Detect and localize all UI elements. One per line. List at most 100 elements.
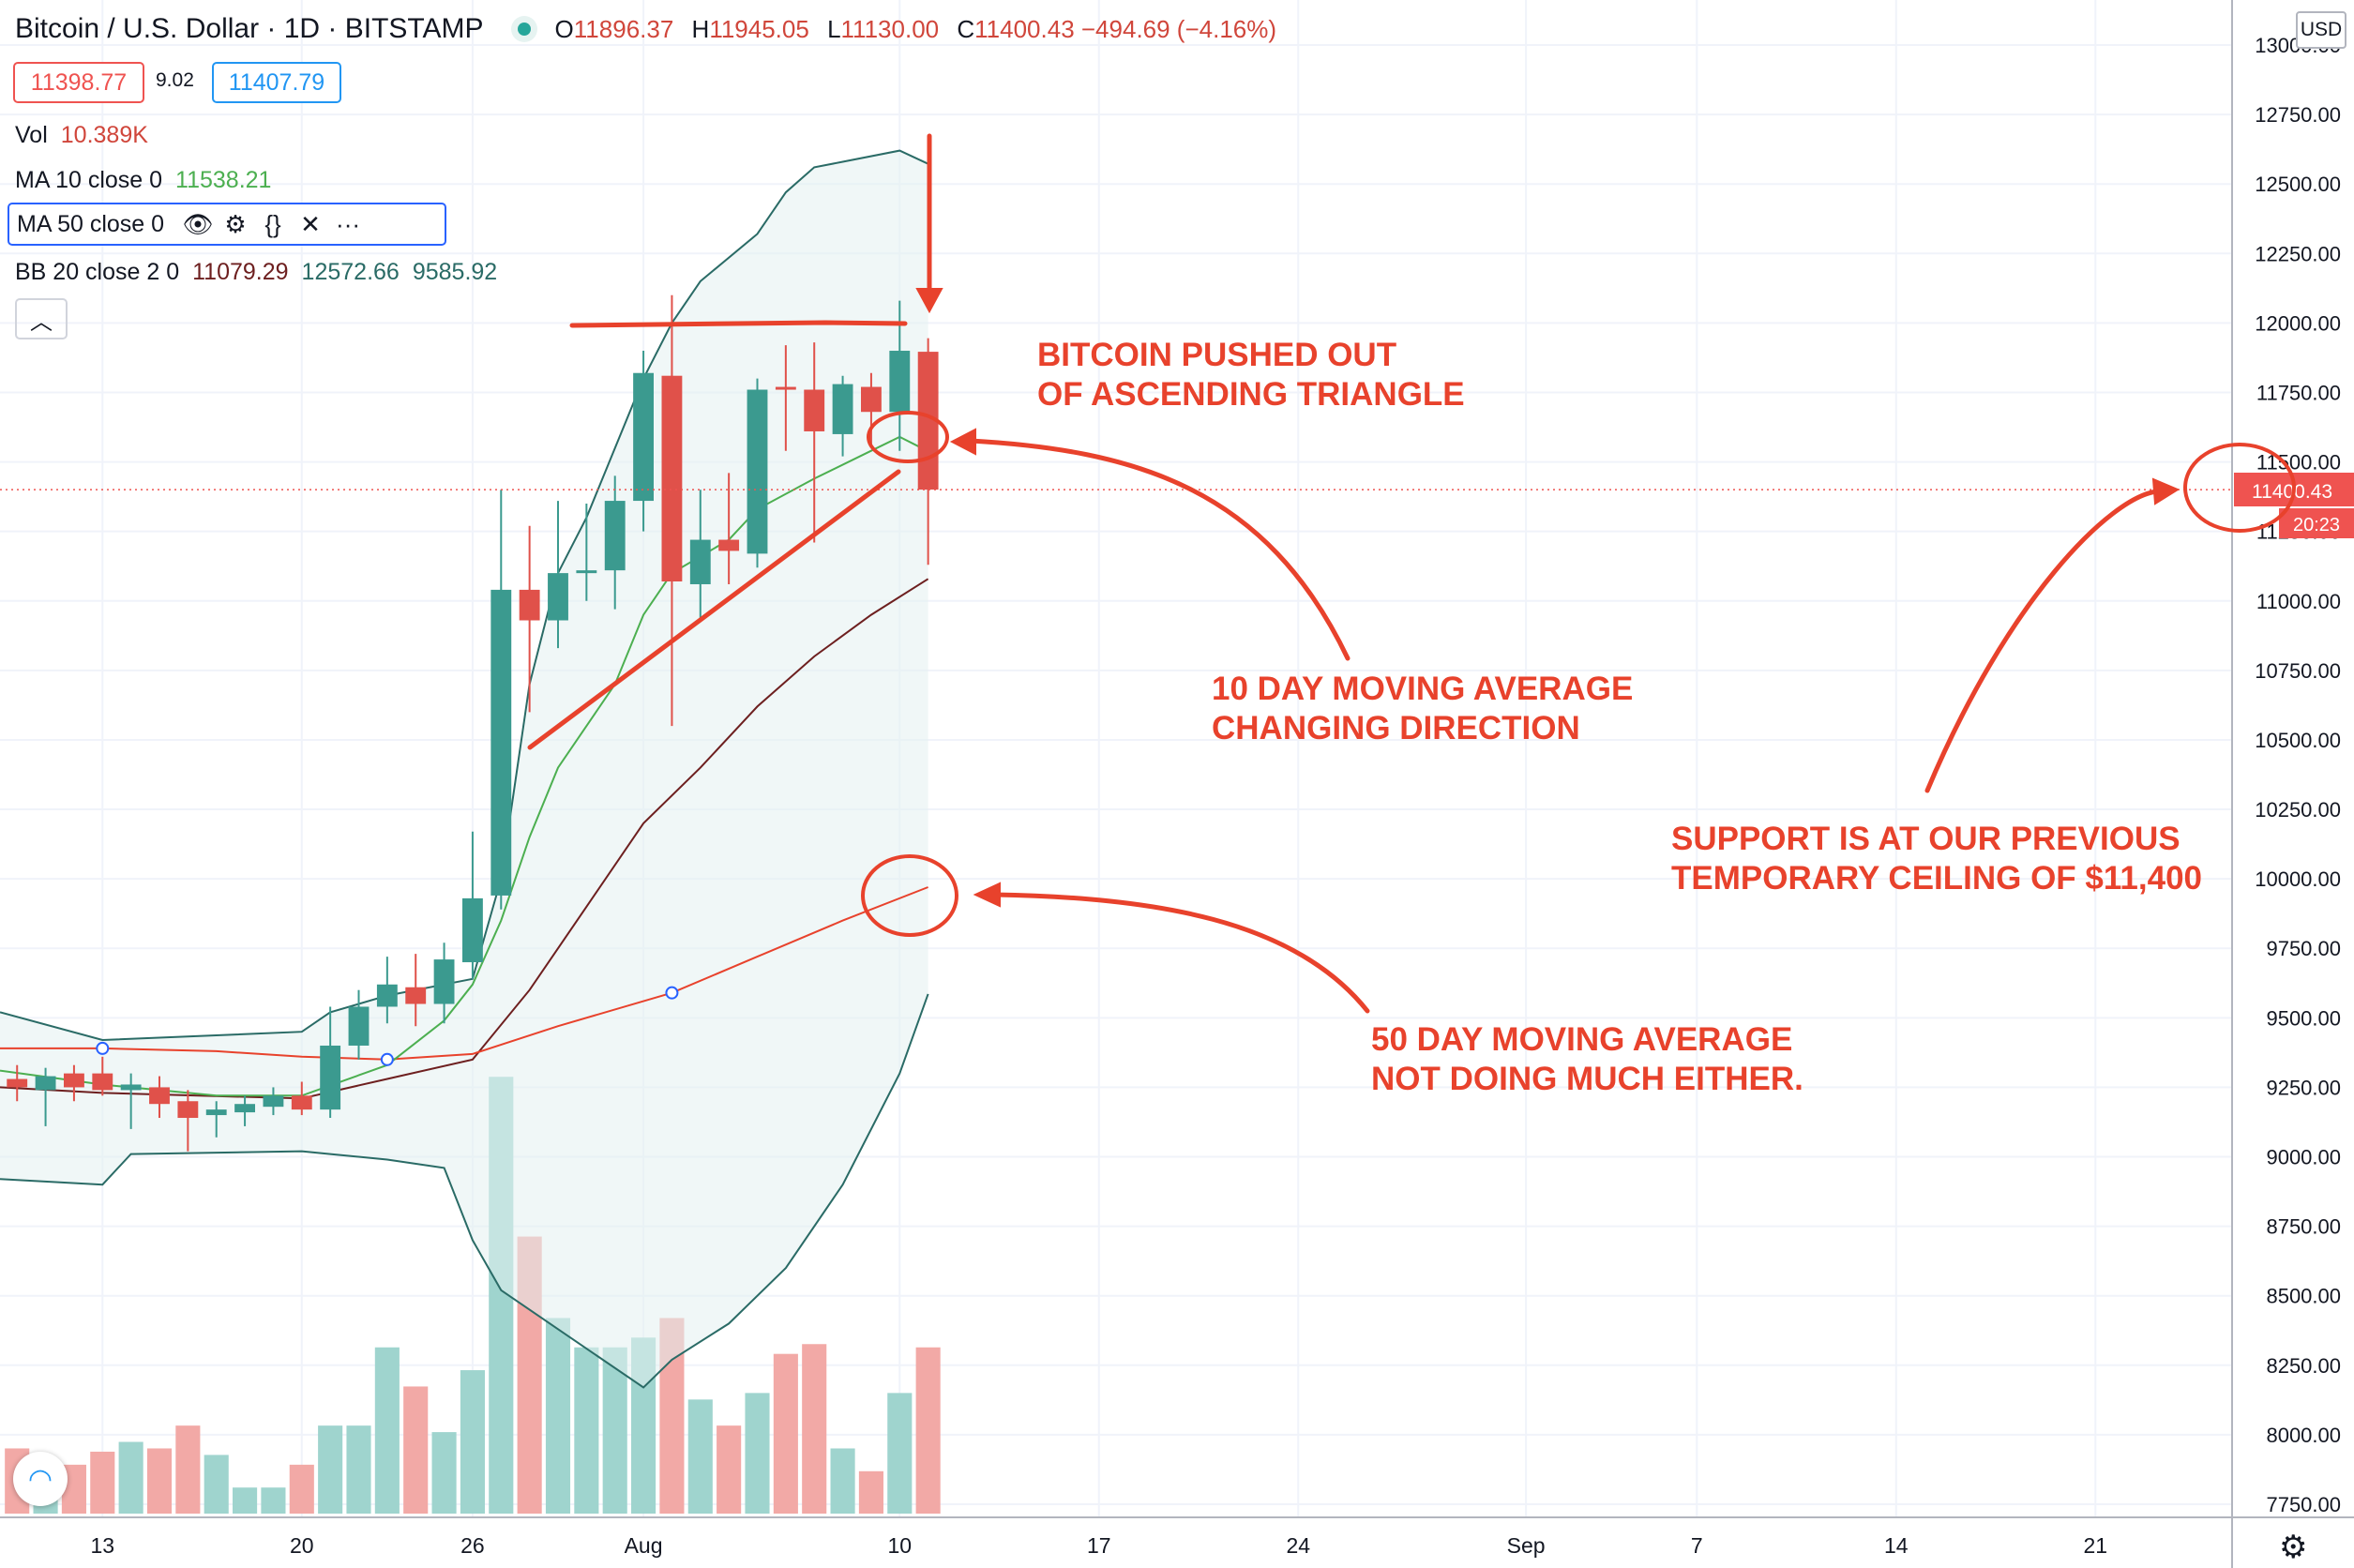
candle [718,473,740,584]
candle-body [291,1095,312,1110]
candle [405,954,427,1027]
price-tick-label: 10750.00 [2255,659,2341,683]
annotation-support: SUPPORT IS AT OUR PREVIOUS TEMPORARY CEI… [1671,820,2202,898]
candle-body [718,539,740,551]
price-tick-label: 10250.00 [2255,798,2341,822]
candle-body [775,386,796,390]
candle-body [661,375,683,582]
currency-button[interactable]: USD [2296,11,2346,49]
candle [205,1101,227,1138]
open-key: O [554,14,574,43]
candle [519,525,540,713]
candle-body [433,959,455,1004]
candle-body [234,1104,255,1113]
price-axis[interactable]: 7750.00 8000.00 8250.00 8500.00 8750.00 9000.… [2255,34,2341,1516]
settings-gear-icon[interactable]: ⚙ [2279,1530,2308,1565]
gear-icon[interactable]: ⚙ [224,209,247,238]
braces-icon[interactable]: {} [264,209,281,238]
volume-legend[interactable]: Vol 10.389K [15,122,148,149]
annotation-ma10-line1: 10 DAY MOVING AVERAGE [1212,671,1634,707]
support-circle [2183,443,2296,533]
sell-price-button[interactable]: 11398.77 [13,62,144,103]
time-tick-label: 14 [1884,1533,1909,1558]
candle [775,345,796,451]
volume-bar [431,1432,457,1514]
candle [689,490,711,621]
triangle-resistance-line [569,320,908,328]
price-tick-label: 11500.00 [2256,451,2341,475]
candle [149,1076,170,1119]
price-tick-label: 10500.00 [2255,729,2341,752]
candle [320,1006,341,1119]
ma10-legend-name: MA 10 close 0 [15,167,163,193]
time-axis[interactable]: 13 20 26 Aug 10 17 24 Sep 7 14 21 [90,1533,2107,1558]
candle [604,475,626,610]
more-icon[interactable]: ··· [336,209,361,238]
annotation-ma50-line2: NOT DOING MUCH EITHER. [1371,1061,1803,1097]
bb-lower-value: 9585.92 [412,259,498,285]
candle [747,378,768,568]
candle [661,294,683,727]
annotation-ma10: 10 DAY MOVING AVERAGE CHANGING DIRECTION [1212,670,1633,748]
high-key: H [691,14,710,43]
chart-markers [96,986,679,1066]
ma10-legend[interactable]: MA 10 close 0 11538.21 [15,167,271,194]
candle [92,1056,113,1096]
bollinger-lower-line [0,993,929,1389]
candle-body [462,897,483,963]
low-key: L [827,14,841,43]
candle [291,1081,312,1116]
price-tick-label: 12750.00 [2255,103,2341,127]
event-marker [380,1052,394,1066]
price-tick-label: 12500.00 [2255,173,2341,196]
time-tick-label: Sep [1507,1533,1546,1558]
annotation-ma50-line1: 50 DAY MOVING AVERAGE [1371,1021,1793,1058]
buy-price-button[interactable]: 11407.79 [212,62,341,103]
candle [633,351,654,532]
candle-body [120,1084,142,1091]
candle-body [405,987,427,1004]
eye-icon[interactable]: 👁 [182,209,214,238]
market-status-dot [517,23,531,36]
candle [548,501,568,649]
close-icon[interactable]: ✕ [300,209,321,238]
volume-bar [717,1425,742,1514]
bb-legend[interactable]: BB 20 close 2 0 11079.29 12572.66 9585.92 [15,259,497,286]
ma10-pointer [968,438,1351,661]
candle-body [205,1109,227,1116]
close-key: C [957,14,975,43]
candle [462,831,483,979]
collapse-legend-button[interactable]: ︿ [15,298,68,339]
candle [7,1064,28,1102]
countdown-tag-text: 20:23 [2293,515,2340,535]
candle-body [861,386,882,413]
volume-bar [261,1487,286,1514]
volume-bar [289,1464,314,1514]
price-tick-label: 8000.00 [2266,1424,2341,1447]
candle-body [35,1076,56,1091]
bb-upper-value: 12572.66 [301,259,400,285]
candle [804,342,825,543]
volume-bar [545,1318,571,1514]
price-tick-label: 9000.00 [2266,1146,2341,1169]
volume-bar [146,1448,173,1514]
volume-bar [204,1455,229,1514]
ma50-legend[interactable]: MA 50 close 0 👁 ⚙ {} ✕ ··· [8,203,446,246]
candle-body [7,1078,28,1088]
volume-bar [915,1347,941,1514]
volume-bar [745,1393,770,1514]
candle-body [348,1006,370,1046]
symbol-title[interactable]: Bitcoin / U.S. Dollar · 1D · BITSTAMP [15,13,484,44]
price-tick-label: 9250.00 [2266,1076,2341,1099]
price-tick-label: 8750.00 [2266,1215,2341,1239]
candle [861,372,882,445]
volume-bar [574,1347,599,1514]
tradingview-logo-icon[interactable]: ◠ [13,1452,68,1506]
high-value: 11945.05 [709,14,809,43]
countdown-tag [2279,508,2354,538]
low-value: 11130.00 [840,14,940,43]
candle-body [490,589,512,896]
candle-body [320,1045,341,1110]
volume-bar [374,1347,400,1514]
